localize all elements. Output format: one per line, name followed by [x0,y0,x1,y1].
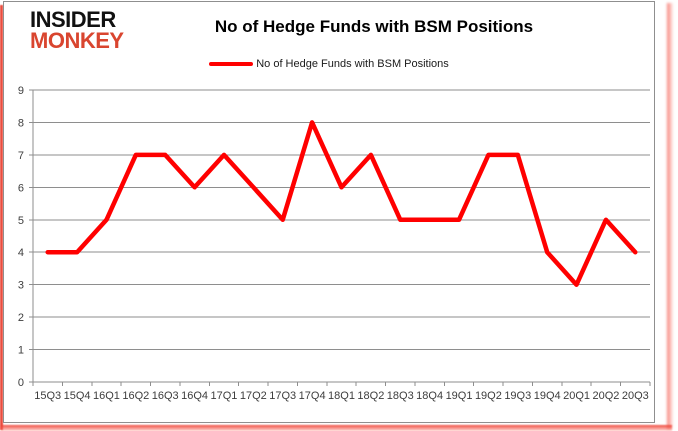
svg-text:8: 8 [18,117,24,129]
svg-text:18Q3: 18Q3 [387,390,414,402]
legend: No of Hedge Funds with BSM Positions [4,58,654,70]
svg-text:19Q2: 19Q2 [475,390,502,402]
svg-text:20Q2: 20Q2 [592,390,619,402]
svg-text:17Q3: 17Q3 [269,390,296,402]
svg-text:18Q2: 18Q2 [357,390,384,402]
svg-text:15Q4: 15Q4 [64,390,91,402]
legend-line-swatch [209,62,254,66]
svg-text:16Q2: 16Q2 [122,390,149,402]
svg-text:17Q1: 17Q1 [211,390,238,402]
svg-text:19Q1: 19Q1 [446,390,473,402]
svg-text:19Q4: 19Q4 [534,390,561,402]
chart-title: No of Hedge Funds with BSM Positions [214,17,534,36]
svg-text:20Q3: 20Q3 [622,390,649,402]
svg-text:16Q4: 16Q4 [181,390,208,402]
red-border-left [0,5,3,430]
svg-text:18Q1: 18Q1 [328,390,355,402]
insider-monkey-logo: INSIDER MONKEY [30,7,124,53]
svg-text:16Q1: 16Q1 [93,390,120,402]
svg-text:19Q3: 19Q3 [504,390,531,402]
svg-text:17Q2: 17Q2 [240,390,267,402]
red-border-bottom [1,425,672,431]
chart-card: INSIDER MONKEY No of Hedge Funds with BS… [3,1,655,423]
red-border-right [667,3,673,429]
svg-text:3: 3 [18,280,24,292]
svg-text:4: 4 [18,247,24,259]
svg-text:18Q4: 18Q4 [416,390,443,402]
logo-line-insider: INSIDER [30,7,116,32]
svg-text:17Q4: 17Q4 [299,390,326,402]
svg-text:7: 7 [18,150,24,162]
svg-text:5: 5 [18,215,24,227]
svg-text:16Q3: 16Q3 [152,390,179,402]
logo-line-monkey: MONKEY [30,28,124,53]
svg-text:20Q1: 20Q1 [563,390,590,402]
legend-label: No of Hedge Funds with BSM Positions [256,58,449,70]
svg-text:9: 9 [18,85,24,97]
svg-text:6: 6 [18,182,24,194]
svg-text:0: 0 [18,377,24,389]
svg-text:1: 1 [18,345,24,357]
svg-text:15Q3: 15Q3 [34,390,61,402]
svg-text:2: 2 [18,312,24,324]
